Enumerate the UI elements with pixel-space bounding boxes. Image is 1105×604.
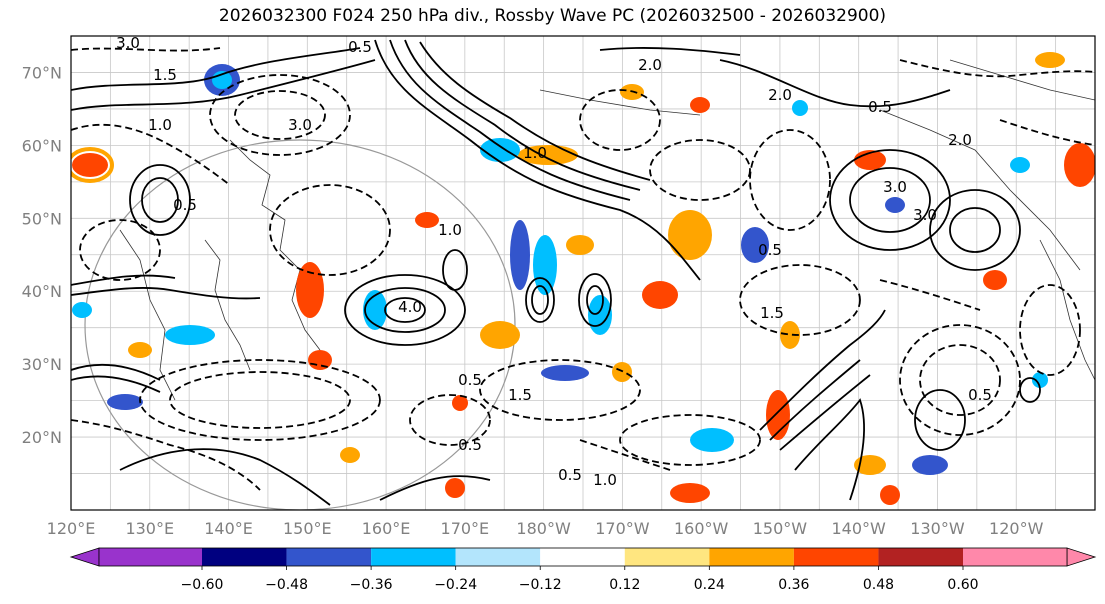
contour-value-label: 4.0 [398,298,422,316]
longitude-label: 180°W [516,519,571,538]
longitude-labels: 120°E 130°E 140°E 150°E 160°E 170°E 180°W 170°W… [47,519,1044,538]
contour-value-label: 2.0 [768,86,792,104]
colorbar: −0.60 −0.48 −0.36 −0.24 −0.12 0.12 0.24 0.36 0.4… [69,547,1097,593]
contour-value-label: 0.5 [458,371,482,389]
latitude-labels: 70°N 60°N 50°N 40°N 30°N 20°N [22,63,62,447]
contour-value-label: 0.5 [348,38,372,56]
longitude-label: 170°E [441,519,490,538]
rossby-wave-circles [84,139,516,510]
longitude-label: 140°E [204,519,253,538]
contour-value-label: 0.5 [458,436,482,454]
latitude-label: 20°N [22,428,62,447]
colorbar-tick-label: 0.12 [609,577,640,593]
dashed-contours [71,47,1095,491]
longitude-label: 140°W [832,519,887,538]
contour-value-label: 0.5 [173,196,197,214]
colorbar-tick-label: 0.36 [778,577,809,593]
solid-contours [71,39,1041,506]
longitude-label: 160°E [362,519,411,538]
contour-value-label: 1.0 [438,221,462,239]
colorbar-segment [286,548,372,566]
contour-value-label: 2.0 [948,131,972,149]
colorbar-segment [371,548,456,566]
contour-value-label: 0.5 [558,466,582,484]
colorbar-tick-label: −0.36 [350,577,393,593]
colorbar-segment [624,548,710,566]
contour-value-label: 0.5 [868,98,892,116]
latitude-label: 70°N [22,63,62,82]
latitude-label: 60°N [22,136,62,155]
contour-value-label: 2.0 [638,56,662,74]
colorbar-segment [455,548,541,566]
longitude-label: 150°E [283,519,332,538]
colorbar-outline [98,547,1068,567]
colorbar-min-extend [69,547,100,567]
contour-value-label: 3.0 [913,206,937,224]
colorbar-segment [99,548,202,566]
colorbar-segment [709,548,794,566]
contour-labels: 3.0 0.5 1.5 2.0 1.0 4.0 3.0 0.5 1.0 0.5 2.0 3.0 1.5 0… [116,34,992,489]
latitude-label: 30°N [22,355,62,374]
contour-value-label: 1.0 [148,116,172,134]
colorbar-segment [878,548,963,566]
longitude-label: 150°W [753,519,808,538]
colorbar-tick-label: −0.48 [265,577,308,593]
colorbar-tick-label: 0.48 [863,577,894,593]
longitude-label: 160°W [674,519,729,538]
colorbar-segment [202,548,287,566]
contour-value-label: 3.0 [116,34,140,52]
coastlines [119,59,1095,401]
contour-value-label: 1.5 [153,66,177,84]
latitude-label: 50°N [22,209,62,228]
contour-value-label: 1.0 [593,471,617,489]
contour-value-label: 1.5 [760,304,784,322]
contour-value-label: 0.5 [758,241,782,259]
plot-frame [70,35,1096,511]
colorbar-max-extend [1066,547,1097,567]
contour-value-label: 0.5 [968,386,992,404]
contour-value-label: 1.5 [508,386,532,404]
longitude-label: 120°W [989,519,1044,538]
contour-value-label: 3.0 [883,178,907,196]
longitude-label: 170°W [595,519,650,538]
colorbar-tick-label: −0.12 [519,577,562,593]
colorbar-segment [540,548,625,566]
colorbar-tick-label: −0.24 [434,577,477,593]
colorbar-tick-label: 0.24 [694,577,725,593]
colorbar-tick-label: 0.60 [947,577,978,593]
contour-value-label: 1.0 [523,144,547,162]
colorbar-segment [793,548,879,566]
contour-value-label: 3.0 [288,116,312,134]
map-title: 2026032300 F024 250 hPa div., Rossby Wav… [218,6,887,26]
longitude-label: 130°E [125,519,174,538]
plot-area: 3.0 0.5 1.5 2.0 1.0 4.0 3.0 0.5 1.0 0.5 2.0 3.0 1.5 0… [71,34,1095,510]
colorbar-segment [963,548,1067,566]
colorbar-tick-label: −0.60 [181,577,224,593]
longitude-label: 130°W [910,519,965,538]
longitude-label: 120°E [47,519,96,538]
latitude-label: 40°N [22,282,62,301]
